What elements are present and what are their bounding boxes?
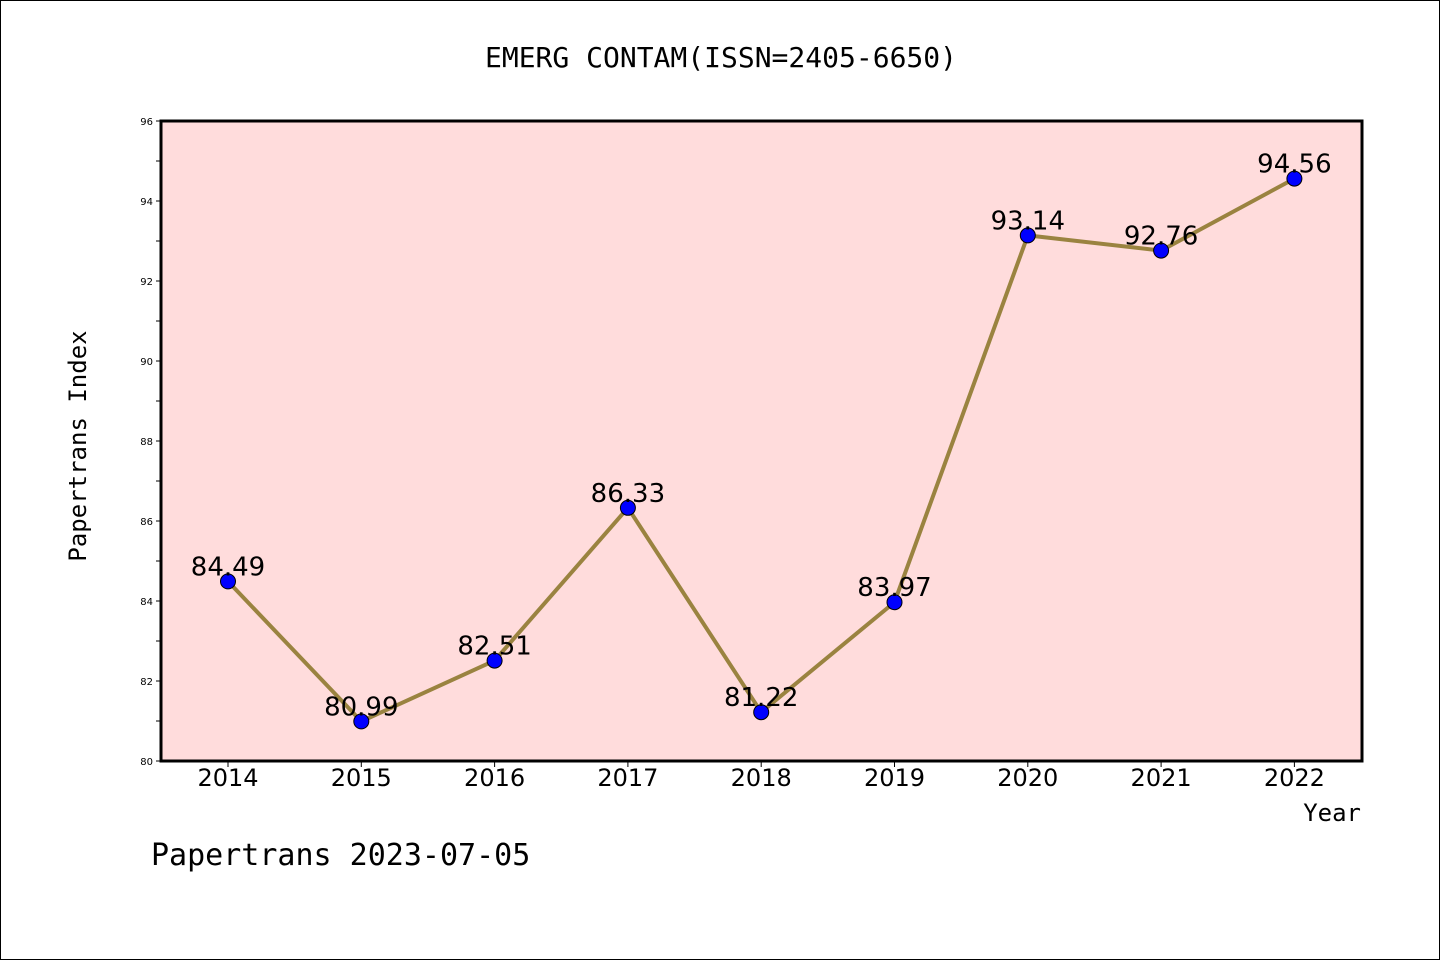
data-point-marker (753, 704, 770, 721)
data-value-label: 86.33 (591, 479, 665, 509)
x-tick-label: 2016 (464, 764, 525, 792)
x-tick-label: 2014 (197, 764, 258, 792)
chart-title: EMERG CONTAM(ISSN=2405-6650) (485, 41, 957, 74)
data-point-marker (220, 573, 236, 590)
series-markers (220, 170, 1303, 730)
x-axis-ticks: 2014 2015 2016 2017 2018 2019 2020 2021 2022 (197, 761, 1325, 792)
plot-area (159, 119, 1364, 763)
data-point-marker (353, 713, 370, 730)
y-tick-label: 90 (140, 357, 153, 368)
data-value-label: 82.51 (457, 632, 531, 662)
data-point-marker (886, 594, 903, 611)
y-tick-label: 88 (140, 437, 153, 448)
x-tick-label: 2018 (731, 764, 792, 792)
data-point-marker (486, 652, 503, 669)
y-tick-label: 96 (140, 117, 153, 128)
y-tick-label: 80 (140, 757, 153, 768)
data-value-label: 83.97 (857, 573, 931, 603)
y-tick-label: 86 (140, 517, 153, 528)
data-value-label: 80.99 (324, 692, 398, 722)
y-tick-label: 84 (140, 597, 153, 608)
data-value-label: 84.49 (191, 552, 265, 582)
x-tick-label: 2020 (997, 764, 1058, 792)
data-point-marker (1286, 170, 1303, 187)
data-value-label: 93.14 (991, 206, 1065, 236)
data-point-marker (619, 499, 636, 516)
data-labels: 84.49 80.99 82.51 86.33 81.22 83.97 93.14 92.76… (191, 150, 1332, 723)
x-tick-label: 2017 (597, 764, 658, 792)
data-value-label: 81.22 (724, 683, 798, 713)
y-axis-ticks: 80 82 84 86 88 90 92 94 96 (140, 117, 161, 768)
x-tick-label: 2022 (1264, 764, 1325, 792)
data-point-marker (1019, 227, 1036, 244)
y-tick-label: 82 (140, 677, 153, 688)
footer-stamp: Papertrans 2023-07-05 (151, 838, 530, 873)
x-tick-label: 2021 (1131, 764, 1192, 792)
data-point-marker (1153, 242, 1170, 259)
y-axis-label: Papertrans Index (64, 330, 92, 561)
x-tick-label: 2019 (864, 764, 925, 792)
y-tick-label: 94 (140, 197, 153, 208)
x-axis-label: Year (1303, 799, 1361, 827)
x-tick-label: 2015 (331, 764, 392, 792)
y-tick-label: 92 (140, 277, 153, 288)
data-value-label: 92.76 (1124, 222, 1198, 252)
data-value-label: 94.56 (1257, 150, 1331, 180)
